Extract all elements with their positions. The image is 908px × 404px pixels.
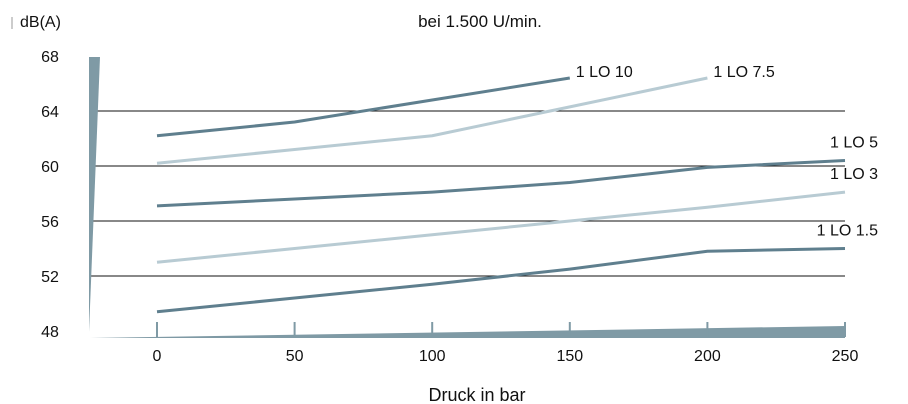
series-label: 1 LO 7.5 xyxy=(713,64,774,81)
axes xyxy=(11,17,846,338)
x-tick-label: 200 xyxy=(694,348,721,365)
series-line xyxy=(156,159,846,208)
x-tick-label: 150 xyxy=(556,348,583,365)
chart-title: bei 1.500 U/min. xyxy=(418,12,542,31)
series-line xyxy=(156,76,708,165)
labels: 48 52 56 60 64 68 0 50 100 150 200 250 1 LO 10 1 LO 7… xyxy=(41,49,878,365)
series-lines xyxy=(156,76,846,314)
gridlines xyxy=(90,110,845,277)
y-tick-label: 56 xyxy=(41,214,59,231)
y-tick-label: 68 xyxy=(41,49,59,66)
x-axis xyxy=(90,326,845,338)
series-line xyxy=(156,190,846,264)
x-tick-label: 100 xyxy=(419,348,446,365)
series-label: 1 LO 1.5 xyxy=(817,223,878,240)
x-tick-label: 50 xyxy=(286,348,304,365)
y-axis-title: dB(A) xyxy=(20,14,61,31)
y-tick-label: 60 xyxy=(41,159,59,176)
y-tick-label: 48 xyxy=(41,324,59,341)
series-label: 1 LO 10 xyxy=(576,64,633,81)
series-line xyxy=(156,76,571,138)
series-line xyxy=(156,247,846,314)
y-axis xyxy=(89,57,100,332)
series-label: 1 LO 3 xyxy=(830,166,878,183)
x-tick-label: 250 xyxy=(832,348,859,365)
x-tick-label: 0 xyxy=(153,348,162,365)
y-tick-label: 52 xyxy=(41,269,59,286)
series-label: 1 LO 5 xyxy=(830,135,878,152)
x-axis-title: Druck in bar xyxy=(428,385,525,404)
y-tick-label: 64 xyxy=(41,104,59,121)
